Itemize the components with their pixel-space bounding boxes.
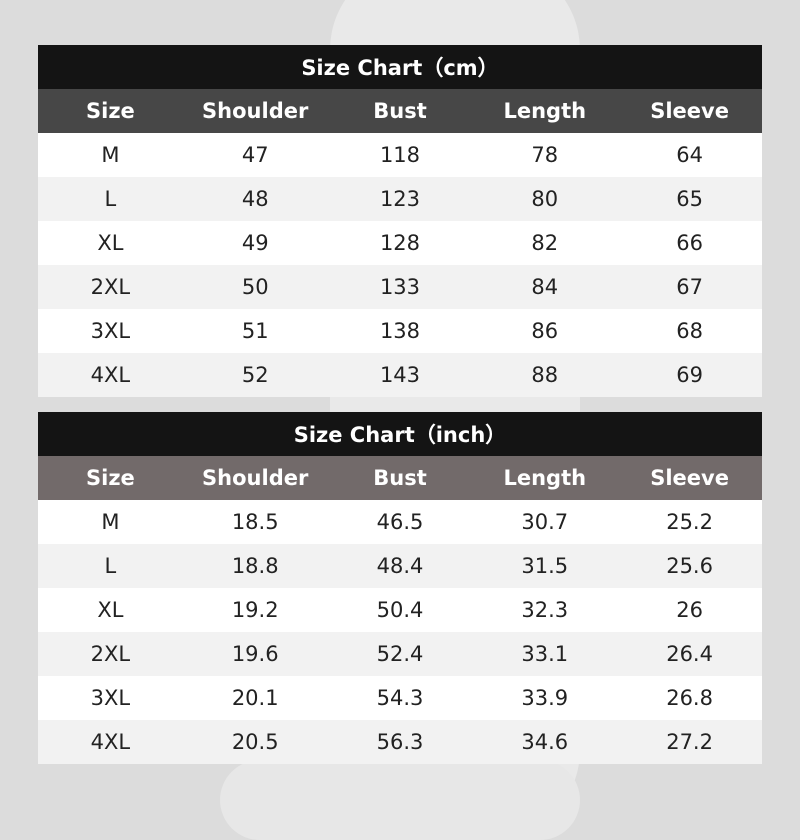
measurement-cell: 30.7 bbox=[521, 510, 569, 534]
measurement-cell: 80 bbox=[531, 187, 559, 211]
measurement-cell: 33.1 bbox=[521, 642, 569, 666]
size-cell: 4XL bbox=[90, 730, 131, 754]
table-row: 4XL 52 143 88 69 bbox=[38, 353, 762, 397]
measurement-cell: 88 bbox=[531, 363, 559, 387]
size-cell: XL bbox=[97, 598, 124, 622]
size-cell: L bbox=[104, 187, 117, 211]
measurement-cell: 49 bbox=[241, 231, 269, 255]
measurement-cell: 86 bbox=[531, 319, 559, 343]
column-header: Bust bbox=[373, 99, 427, 123]
size-chart-body: M 47 118 78 64 L 48 123 80 65 XL 49 128 82 66 2XL 50 133 8… bbox=[38, 133, 762, 397]
size-cell: M bbox=[101, 510, 120, 534]
measurement-cell: 46.5 bbox=[376, 510, 424, 534]
measurement-cell: 66 bbox=[676, 231, 703, 255]
size-cell: 2XL bbox=[90, 642, 131, 666]
size-cell: 2XL bbox=[90, 275, 131, 299]
column-header: Size bbox=[86, 99, 135, 123]
column-header: Size bbox=[86, 466, 135, 490]
table-row: XL 49 128 82 66 bbox=[38, 221, 762, 265]
measurement-cell: 143 bbox=[379, 363, 421, 387]
measurement-cell: 51 bbox=[241, 319, 269, 343]
size-chart-inch: Size Chart（inch） Size Shoulder Bust Length S… bbox=[38, 412, 762, 764]
table-row: L 18.8 48.4 31.5 25.6 bbox=[38, 544, 762, 588]
measurement-cell: 33.9 bbox=[521, 686, 569, 710]
measurement-cell: 65 bbox=[676, 187, 703, 211]
measurement-cell: 19.6 bbox=[231, 642, 279, 666]
measurement-cell: 48 bbox=[241, 187, 269, 211]
size-cell: M bbox=[101, 143, 120, 167]
measurement-cell: 48.4 bbox=[376, 554, 424, 578]
column-header: Length bbox=[503, 99, 587, 123]
measurement-cell: 20.5 bbox=[231, 730, 279, 754]
measurement-cell: 31.5 bbox=[521, 554, 569, 578]
column-header: Length bbox=[503, 466, 587, 490]
background-garment-hem bbox=[220, 760, 580, 840]
size-chart-body: M 18.5 46.5 30.7 25.2 L 18.8 48.4 31.5 25.6 XL 19.2… bbox=[38, 500, 762, 764]
column-header: Sleeve bbox=[650, 99, 729, 123]
measurement-cell: 18.8 bbox=[231, 554, 279, 578]
size-cell: 3XL bbox=[90, 686, 131, 710]
column-header: Shoulder bbox=[202, 466, 309, 490]
measurement-cell: 82 bbox=[531, 231, 559, 255]
measurement-cell: 133 bbox=[379, 275, 421, 299]
measurement-cell: 118 bbox=[379, 143, 421, 167]
measurement-cell: 26.8 bbox=[666, 686, 713, 710]
measurement-cell: 27.2 bbox=[666, 730, 713, 754]
measurement-cell: 18.5 bbox=[231, 510, 279, 534]
size-chart-cm: Size Chart（cm） Size Shoulder Bust Length Sle… bbox=[38, 45, 762, 397]
measurement-cell: 54.3 bbox=[376, 686, 424, 710]
size-chart-title: Size Chart（cm） bbox=[38, 45, 762, 89]
measurement-cell: 50.4 bbox=[376, 598, 424, 622]
table-row: 3XL 51 138 86 68 bbox=[38, 309, 762, 353]
size-cell: L bbox=[104, 554, 117, 578]
column-header: Bust bbox=[373, 466, 427, 490]
table-row: L 48 123 80 65 bbox=[38, 177, 762, 221]
table-row: 3XL 20.1 54.3 33.9 26.8 bbox=[38, 676, 762, 720]
measurement-cell: 56.3 bbox=[376, 730, 424, 754]
measurement-cell: 25.2 bbox=[666, 510, 713, 534]
measurement-cell: 50 bbox=[241, 275, 269, 299]
table-row: 2XL 19.6 52.4 33.1 26.4 bbox=[38, 632, 762, 676]
measurement-cell: 123 bbox=[379, 187, 421, 211]
measurement-cell: 19.2 bbox=[231, 598, 279, 622]
size-chart-header-row: Size Shoulder Bust Length Sleeve bbox=[38, 456, 762, 500]
measurement-cell: 138 bbox=[379, 319, 421, 343]
size-chart-header-row: Size Shoulder Bust Length Sleeve bbox=[38, 89, 762, 133]
measurement-cell: 64 bbox=[676, 143, 703, 167]
measurement-cell: 52 bbox=[241, 363, 269, 387]
column-header: Shoulder bbox=[202, 99, 309, 123]
size-cell: XL bbox=[97, 231, 124, 255]
table-row: M 18.5 46.5 30.7 25.2 bbox=[38, 500, 762, 544]
size-cell: 3XL bbox=[90, 319, 131, 343]
table-row: 4XL 20.5 56.3 34.6 27.2 bbox=[38, 720, 762, 764]
size-chart-title: Size Chart（inch） bbox=[38, 412, 762, 456]
measurement-cell: 34.6 bbox=[521, 730, 569, 754]
measurement-cell: 47 bbox=[241, 143, 269, 167]
table-row: M 47 118 78 64 bbox=[38, 133, 762, 177]
measurement-cell: 69 bbox=[676, 363, 703, 387]
measurement-cell: 67 bbox=[676, 275, 703, 299]
measurement-cell: 128 bbox=[379, 231, 421, 255]
measurement-cell: 25.6 bbox=[666, 554, 713, 578]
measurement-cell: 52.4 bbox=[376, 642, 424, 666]
size-cell: 4XL bbox=[90, 363, 131, 387]
measurement-cell: 32.3 bbox=[521, 598, 569, 622]
measurement-cell: 20.1 bbox=[231, 686, 279, 710]
measurement-cell: 84 bbox=[531, 275, 559, 299]
measurement-cell: 68 bbox=[676, 319, 703, 343]
column-header: Sleeve bbox=[650, 466, 729, 490]
measurement-cell: 26 bbox=[676, 598, 703, 622]
measurement-cell: 26.4 bbox=[666, 642, 713, 666]
table-row: 2XL 50 133 84 67 bbox=[38, 265, 762, 309]
measurement-cell: 78 bbox=[531, 143, 559, 167]
table-row: XL 19.2 50.4 32.3 26 bbox=[38, 588, 762, 632]
